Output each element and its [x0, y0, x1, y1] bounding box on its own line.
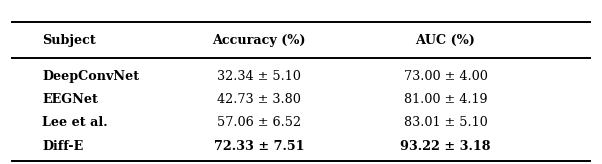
Text: 72.33 ± 7.51: 72.33 ± 7.51 [214, 140, 304, 153]
Text: 42.73 ± 3.80: 42.73 ± 3.80 [217, 93, 301, 106]
Text: 93.22 ± 3.18: 93.22 ± 3.18 [400, 140, 491, 153]
Text: Lee et al.: Lee et al. [42, 116, 108, 129]
Text: AUC (%): AUC (%) [415, 34, 476, 47]
Text: Accuracy (%): Accuracy (%) [212, 34, 306, 47]
Text: 73.00 ± 4.00: 73.00 ± 4.00 [403, 70, 488, 83]
Text: Diff-E: Diff-E [42, 140, 84, 153]
Text: 83.01 ± 5.10: 83.01 ± 5.10 [403, 116, 488, 129]
Text: Subject: Subject [42, 34, 96, 47]
Text: 57.06 ± 6.52: 57.06 ± 6.52 [217, 116, 301, 129]
Text: 32.34 ± 5.10: 32.34 ± 5.10 [217, 70, 301, 83]
Text: EEGNet: EEGNet [42, 93, 98, 106]
Text: DeepConvNet: DeepConvNet [42, 70, 139, 83]
Text: 81.00 ± 4.19: 81.00 ± 4.19 [404, 93, 487, 106]
